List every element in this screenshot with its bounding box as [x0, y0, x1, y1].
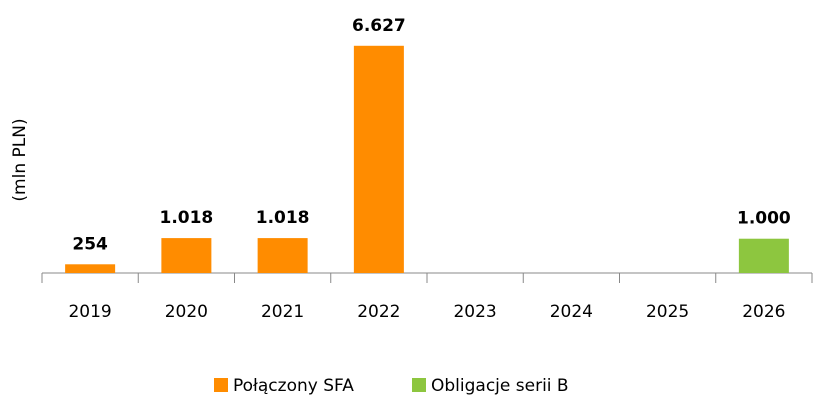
legend-swatch — [412, 378, 426, 392]
x-tick-label: 2020 — [165, 302, 208, 322]
x-tick-label: 2025 — [646, 302, 689, 322]
bar — [738, 238, 789, 273]
x-tick-label: 2022 — [357, 302, 400, 322]
x-tick-label: 2019 — [68, 302, 111, 322]
x-tick-label: 2024 — [550, 302, 593, 322]
x-tick-label: 2026 — [742, 302, 785, 322]
legend-label: Połączony SFA — [233, 376, 354, 396]
bar — [257, 238, 308, 273]
legend-label: Obligacje serii B — [431, 376, 569, 396]
data-label: 1.018 — [159, 208, 213, 228]
x-tick-label: 2021 — [261, 302, 304, 322]
bar — [353, 45, 404, 273]
data-label: 254 — [72, 234, 108, 254]
data-label: 1.000 — [737, 209, 791, 229]
data-label: 6.627 — [352, 16, 406, 36]
legend-swatch — [214, 378, 228, 392]
bar — [65, 264, 116, 273]
bar — [161, 238, 212, 273]
data-label: 1.018 — [256, 208, 310, 228]
y-axis-label: (mln PLN) — [10, 118, 30, 201]
x-tick-label: 2023 — [453, 302, 496, 322]
